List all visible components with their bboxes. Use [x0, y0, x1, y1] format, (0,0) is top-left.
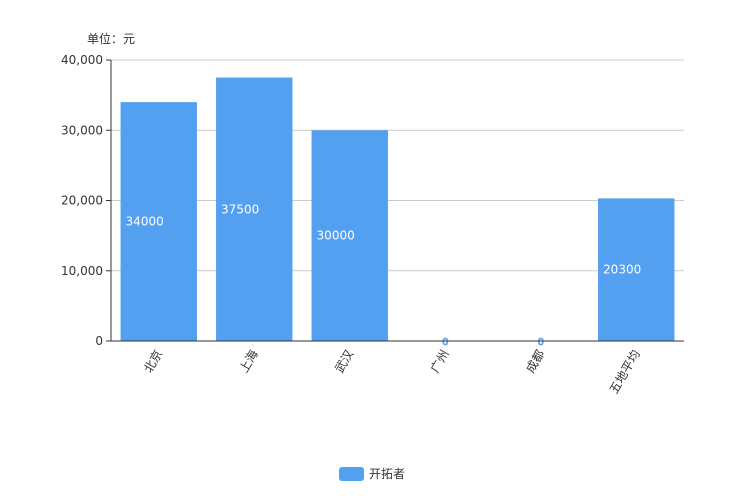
data-label: 0	[538, 337, 544, 348]
x-tick-label: 北京	[141, 348, 165, 376]
x-tick-label: 成都	[523, 348, 547, 376]
y-tick-label: 10,000	[61, 264, 103, 278]
y-tick-label: 0	[95, 334, 103, 348]
data-label: 30000	[317, 229, 355, 243]
legend[interactable]: 开拓者	[339, 467, 405, 481]
x-tick-label: 广州	[428, 348, 452, 376]
x-tick-label: 武汉	[332, 348, 356, 376]
unit-label: 单位：元	[87, 31, 135, 46]
data-label: 0	[442, 337, 448, 348]
bar	[598, 198, 675, 341]
legend-swatch	[339, 467, 364, 481]
x-tick-label: 五地平均	[607, 348, 643, 397]
y-tick-label: 40,000	[61, 53, 103, 67]
legend-label: 开拓者	[369, 467, 405, 481]
data-label: 20300	[603, 263, 641, 277]
y-tick-label: 20,000	[61, 194, 103, 208]
x-tick-label: 上海	[236, 347, 261, 375]
bar	[311, 130, 388, 341]
bar	[120, 102, 197, 342]
data-label: 34000	[126, 215, 164, 229]
bar	[216, 77, 293, 341]
y-tick-label: 30,000	[61, 123, 103, 137]
data-label: 37500	[221, 202, 259, 216]
